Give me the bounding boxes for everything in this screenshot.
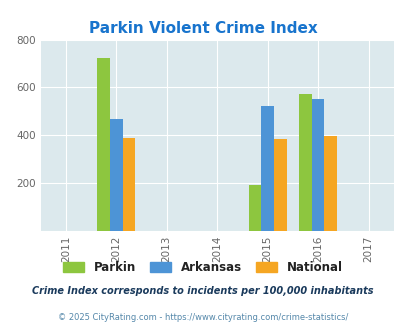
Bar (311, 99, 324, 231)
Text: © 2025 CityRating.com - https://www.cityrating.com/crime-statistics/: © 2025 CityRating.com - https://www.city… (58, 313, 347, 322)
Bar (261, 106, 273, 231)
Bar (97, 57, 110, 231)
Text: Parkin Violent Crime Index: Parkin Violent Crime Index (88, 21, 317, 36)
Bar (324, 136, 336, 231)
Legend: Parkin, Arkansas, National: Parkin, Arkansas, National (58, 257, 347, 279)
Bar (298, 94, 311, 231)
Bar (122, 138, 135, 231)
Text: Crime Index corresponds to incidents per 100,000 inhabitants: Crime Index corresponds to incidents per… (32, 286, 373, 296)
Bar (110, 118, 122, 231)
Bar (273, 139, 286, 231)
Bar (248, 185, 261, 231)
